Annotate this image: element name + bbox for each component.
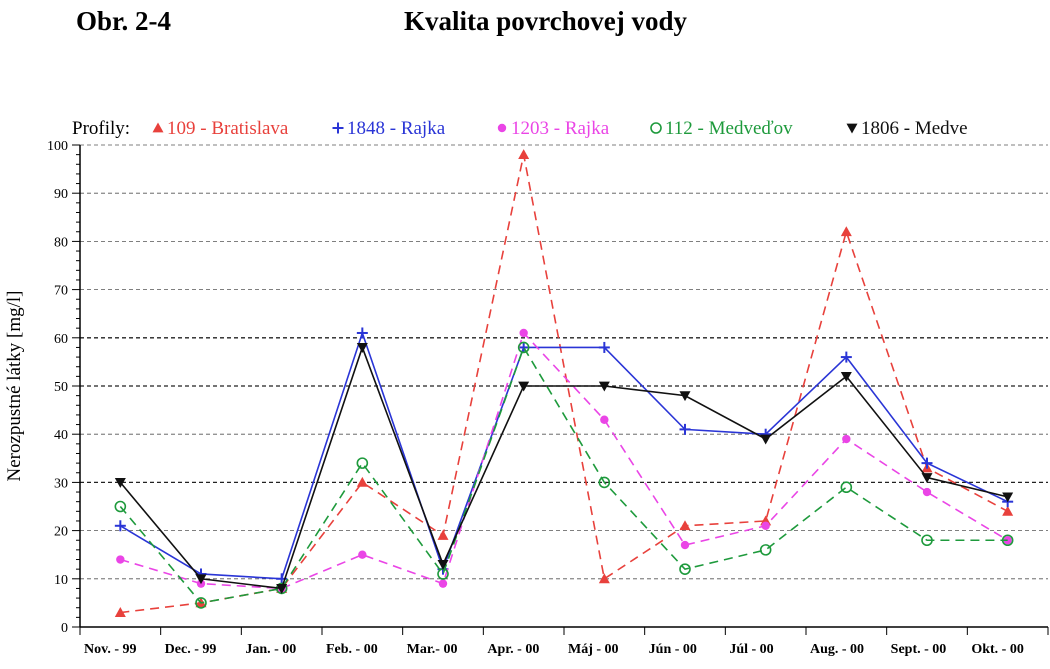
data-point bbox=[116, 555, 125, 564]
data-point bbox=[840, 371, 852, 382]
data-point bbox=[276, 584, 288, 594]
data-point bbox=[679, 520, 691, 531]
legend-marker bbox=[152, 122, 164, 133]
legend-entry: 1806 - Medve bbox=[861, 118, 968, 139]
x-tick-label: Aug. - 00 bbox=[810, 642, 864, 657]
y-tick-label: 100 bbox=[47, 139, 68, 154]
y-tick-label: 30 bbox=[54, 476, 68, 491]
y-tick-label: 80 bbox=[54, 235, 68, 250]
data-point bbox=[356, 457, 369, 469]
x-tick-label: Sept. - 00 bbox=[891, 642, 947, 657]
x-tick-label: Okt. - 00 bbox=[971, 642, 1024, 657]
y-tick-label: 10 bbox=[54, 573, 68, 588]
series-line bbox=[120, 331, 1009, 590]
data-point bbox=[598, 476, 611, 489]
data-point bbox=[598, 573, 610, 584]
y-tick-label: 40 bbox=[54, 428, 68, 443]
data-point bbox=[840, 481, 853, 494]
series-1 bbox=[114, 149, 1014, 617]
data-point bbox=[679, 423, 691, 435]
x-tick-label: Jún - 00 bbox=[649, 642, 697, 657]
figure-label: Obr. 2-4 bbox=[76, 6, 172, 36]
y-tick-label: 90 bbox=[54, 187, 68, 202]
legend-marker bbox=[497, 123, 507, 133]
data-point bbox=[358, 550, 367, 559]
data-point bbox=[437, 529, 449, 540]
data-point bbox=[195, 597, 207, 609]
data-point bbox=[840, 351, 852, 363]
series-line bbox=[119, 330, 1009, 580]
data-point bbox=[680, 540, 690, 550]
y-axis-label: Nerozpustné látky [mg/l] bbox=[4, 290, 25, 481]
legend-entry: 112 - Medveďov bbox=[665, 118, 793, 139]
data-point bbox=[114, 520, 126, 532]
data-point bbox=[921, 457, 933, 469]
x-tick-label: Máj - 00 bbox=[568, 642, 619, 657]
y-tick-label: 50 bbox=[54, 380, 68, 395]
series-line bbox=[120, 154, 1009, 614]
series-3 bbox=[116, 328, 1012, 593]
data-point bbox=[114, 478, 126, 488]
data-point bbox=[437, 559, 449, 570]
legend-entry: 109 - Bratislava bbox=[167, 118, 289, 139]
series-4 bbox=[114, 341, 1014, 609]
legend-entry: 1848 - Rajka bbox=[347, 118, 446, 139]
data-point bbox=[600, 415, 609, 424]
data-point bbox=[842, 434, 851, 444]
y-tick-label: 20 bbox=[54, 525, 68, 540]
x-tick-label: Mar.- 00 bbox=[407, 642, 458, 657]
data-point bbox=[598, 381, 610, 392]
series-line bbox=[119, 345, 1008, 590]
legend-marker bbox=[332, 122, 344, 134]
data-point bbox=[1002, 492, 1014, 503]
chart-title: Kvalita povrchovej vody bbox=[404, 6, 687, 36]
data-point bbox=[760, 434, 772, 445]
y-tick-label: 60 bbox=[54, 332, 68, 347]
data-point bbox=[759, 544, 772, 556]
x-tick-label: Júl - 00 bbox=[729, 642, 773, 657]
data-point bbox=[195, 574, 207, 585]
data-point bbox=[518, 149, 530, 160]
legend-title: Profily: bbox=[72, 118, 130, 139]
legend-marker bbox=[650, 122, 662, 134]
data-point bbox=[356, 476, 368, 487]
x-tick-label: Dec. - 99 bbox=[165, 642, 217, 657]
series-5 bbox=[114, 343, 1014, 594]
data-point bbox=[519, 328, 528, 338]
data-point bbox=[114, 500, 127, 513]
x-tick-label: Feb. - 00 bbox=[326, 642, 378, 657]
data-point bbox=[679, 563, 691, 575]
data-point bbox=[356, 327, 368, 339]
x-tick-label: Apr. - 00 bbox=[487, 642, 539, 657]
data-point bbox=[356, 343, 368, 353]
data-point bbox=[761, 521, 770, 530]
data-point bbox=[922, 487, 932, 497]
series-line bbox=[119, 345, 1008, 604]
data-point bbox=[921, 473, 933, 484]
data-point bbox=[598, 341, 610, 353]
x-tick-label: Jan. - 00 bbox=[245, 642, 296, 657]
y-tick-label: 0 bbox=[61, 621, 68, 636]
data-point bbox=[518, 341, 530, 353]
x-tick-label: Nov. - 99 bbox=[84, 642, 137, 657]
data-point bbox=[1002, 505, 1014, 516]
legend: Profily: 109 - Bratislava 1848 - Rajka 1203… bbox=[72, 118, 968, 139]
y-tick-label: 70 bbox=[54, 284, 68, 299]
data-point bbox=[114, 607, 126, 617]
data-point bbox=[518, 381, 530, 392]
data-point bbox=[840, 226, 852, 237]
data-point bbox=[438, 579, 448, 588]
data-point bbox=[1001, 534, 1014, 547]
data-point bbox=[679, 391, 691, 402]
legend-entry: 1203 - Rajka bbox=[511, 118, 610, 139]
legend-marker bbox=[846, 123, 858, 134]
data-point bbox=[921, 534, 933, 547]
data-point bbox=[517, 341, 530, 354]
